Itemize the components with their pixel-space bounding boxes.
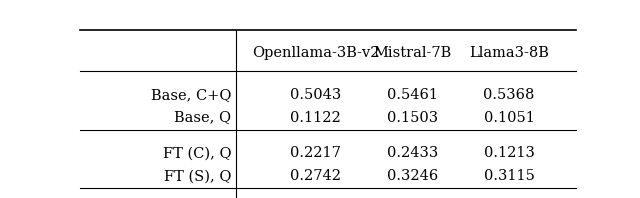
Text: Llama3-8B: Llama3-8B — [469, 47, 549, 61]
Text: 0.1122: 0.1122 — [290, 110, 341, 125]
Text: 0.1051: 0.1051 — [484, 110, 534, 125]
Text: Base, C+Q: Base, C+Q — [151, 88, 231, 102]
Text: 0.2433: 0.2433 — [387, 146, 438, 160]
Text: 0.2742: 0.2742 — [290, 169, 341, 183]
Text: 0.3115: 0.3115 — [484, 169, 534, 183]
Text: Base, Q: Base, Q — [174, 110, 231, 125]
Text: 0.2217: 0.2217 — [290, 146, 341, 160]
Text: 0.1503: 0.1503 — [387, 110, 438, 125]
Text: 0.5043: 0.5043 — [290, 88, 341, 102]
Text: FT (S), Q: FT (S), Q — [164, 169, 231, 183]
Text: Openllama-3B-v2: Openllama-3B-v2 — [252, 47, 380, 61]
Text: 0.5368: 0.5368 — [483, 88, 535, 102]
Text: 0.1213: 0.1213 — [484, 146, 534, 160]
Text: FT (C), Q: FT (C), Q — [163, 146, 231, 160]
Text: 0.3246: 0.3246 — [387, 169, 438, 183]
Text: 0.5461: 0.5461 — [387, 88, 438, 102]
Text: Mistral-7B: Mistral-7B — [373, 47, 451, 61]
